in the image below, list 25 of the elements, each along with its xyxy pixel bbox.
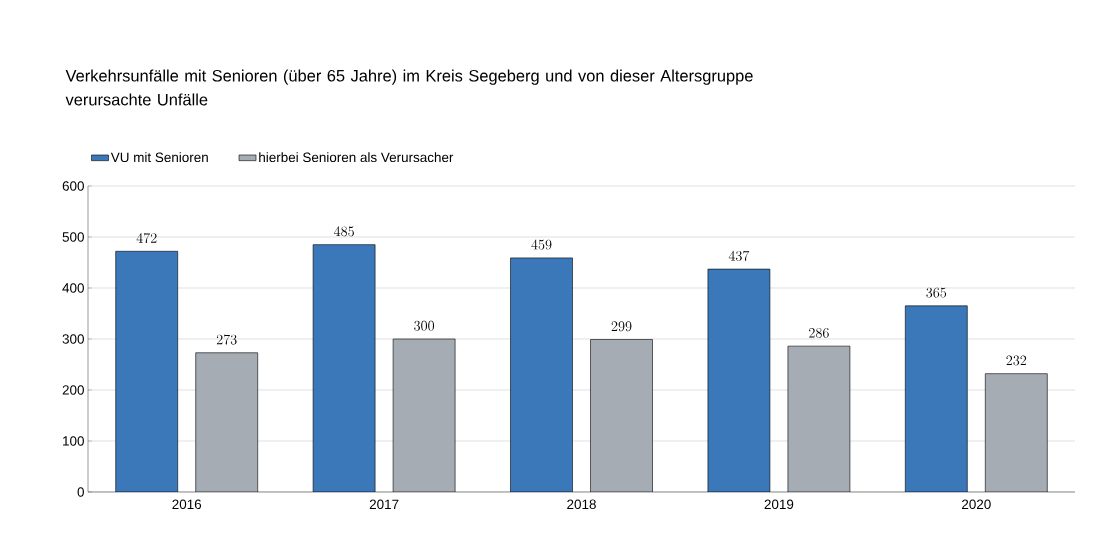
data-label: 472: [136, 232, 157, 243]
x-tick-label: 2017: [369, 499, 399, 510]
data-label: 232: [1006, 355, 1027, 366]
data-label: 300: [414, 320, 435, 331]
legend-label: hierbei Senioren als Verursacher: [259, 152, 454, 163]
x-tick-label: 2018: [567, 499, 596, 510]
y-tick-label: 300: [62, 334, 84, 344]
data-label: 437: [728, 250, 750, 261]
x-tick-label: 2016: [172, 499, 202, 510]
x-tick-label: 2019: [764, 499, 794, 510]
y-tick-label: 100: [63, 436, 84, 446]
data-label: 485: [333, 226, 354, 237]
y-tick-label: 400: [62, 283, 84, 293]
data-label: 459: [531, 239, 552, 250]
data-label: 286: [809, 328, 829, 338]
legend-label: VU mit Senioren: [110, 152, 208, 163]
chart-title: Verkehrsunfälle mit Senioren (über 65 Jahre) im Kreis Segeberg und von dieser Altersgruppe verursachte Unfälle: [65, 69, 753, 106]
y-tick-label: 600: [62, 181, 84, 191]
x-tick-label: 2020: [962, 499, 991, 510]
data-label: 365: [926, 287, 947, 298]
y-tick-label: 200: [62, 385, 84, 395]
data-label: 299: [611, 321, 632, 332]
y-tick-label: 500: [62, 232, 84, 242]
data-label: 273: [216, 334, 237, 345]
y-tick-label: 0: [77, 487, 84, 497]
